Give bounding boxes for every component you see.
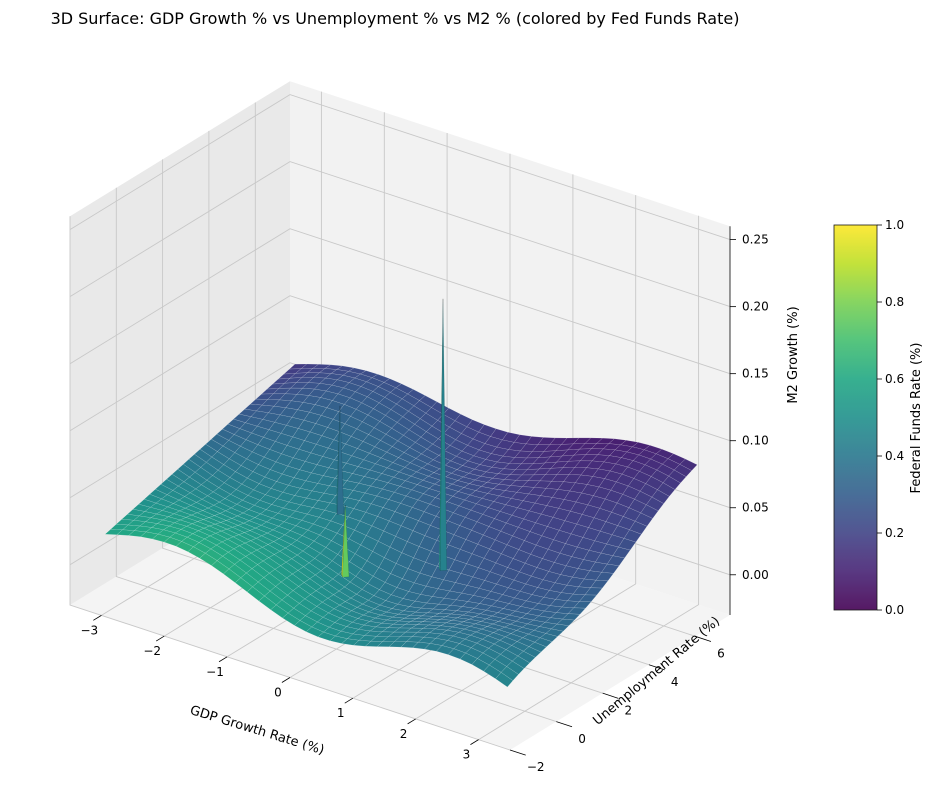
z-tick-label: 0.10 bbox=[742, 434, 769, 448]
x-tick-label: 3 bbox=[463, 748, 471, 762]
colorbar-tick-label: 1.0 bbox=[885, 218, 904, 232]
colorbar-gradient bbox=[833, 224, 878, 611]
surface bbox=[104, 363, 698, 688]
x-tick-label: −3 bbox=[80, 623, 98, 637]
x-tick-label: 2 bbox=[400, 727, 408, 741]
x-axis-label: GDP Growth Rate (%) bbox=[188, 703, 326, 758]
colorbar-label: Federal Funds Rate (%) bbox=[909, 343, 924, 494]
z-axis-ticks: 0.00 0.05 0.10 0.15 0.20 0.25 bbox=[729, 226, 769, 615]
spike-face bbox=[337, 405, 344, 515]
z-tick-label: 0.20 bbox=[742, 300, 769, 314]
z-tick-label: 0.15 bbox=[742, 367, 769, 381]
chart-title: 3D Surface: GDP Growth % vs Unemployment… bbox=[51, 9, 740, 28]
z-tick-label: 0.00 bbox=[742, 568, 769, 582]
y-tick-mark bbox=[556, 721, 573, 728]
y-tick-label: 4 bbox=[671, 675, 679, 689]
x-tick-mark bbox=[155, 635, 165, 642]
y-tick-mark bbox=[648, 664, 665, 671]
y-axis-ticks: −2 0 2 4 6 bbox=[509, 635, 725, 774]
x-tick-mark bbox=[470, 739, 479, 745]
colorbar-tick-label: 0.0 bbox=[885, 603, 904, 617]
z-tick-label: 0.25 bbox=[742, 233, 769, 247]
z-axis-label: M2 Growth (%) bbox=[786, 306, 801, 403]
x-tick-mark bbox=[344, 697, 354, 704]
y-tick-label: 0 bbox=[578, 732, 586, 746]
x-axis-ticks: −3 −2 −1 0 1 2 3 bbox=[80, 615, 479, 762]
colorbar-ticks: 0.0 0.2 0.4 0.6 0.8 1.0 bbox=[877, 218, 904, 617]
x-tick-label: 0 bbox=[274, 685, 282, 699]
x-tick-label: 1 bbox=[337, 706, 345, 720]
colorbar-tick-label: 0.2 bbox=[885, 526, 904, 540]
y-tick-mark bbox=[695, 635, 712, 642]
spike-face bbox=[342, 505, 350, 578]
y-tick-label: 2 bbox=[625, 703, 633, 717]
colorbar: 0.0 0.2 0.4 0.6 0.8 1.0 Federal Funds Rate (%… bbox=[833, 218, 924, 617]
y-tick-label: 6 bbox=[717, 646, 725, 660]
x-tick-label: −1 bbox=[206, 665, 224, 679]
surface-spikes bbox=[336, 298, 447, 578]
x-tick-mark bbox=[93, 615, 102, 621]
x-tick-mark bbox=[407, 718, 416, 725]
y-tick-mark bbox=[602, 692, 619, 699]
colorbar-tick-label: 0.6 bbox=[885, 372, 904, 386]
x-tick-label: −2 bbox=[143, 644, 161, 658]
y-tick-label: −2 bbox=[527, 760, 545, 774]
colorbar-tick-label: 0.4 bbox=[885, 449, 904, 463]
spike-face bbox=[440, 298, 447, 571]
y-tick-mark bbox=[509, 749, 526, 756]
x-tick-mark bbox=[281, 677, 291, 683]
surface-patch bbox=[495, 672, 514, 688]
colorbar-tick-label: 0.8 bbox=[885, 295, 904, 309]
x-tick-mark bbox=[218, 656, 228, 663]
z-tick-label: 0.05 bbox=[742, 501, 769, 515]
